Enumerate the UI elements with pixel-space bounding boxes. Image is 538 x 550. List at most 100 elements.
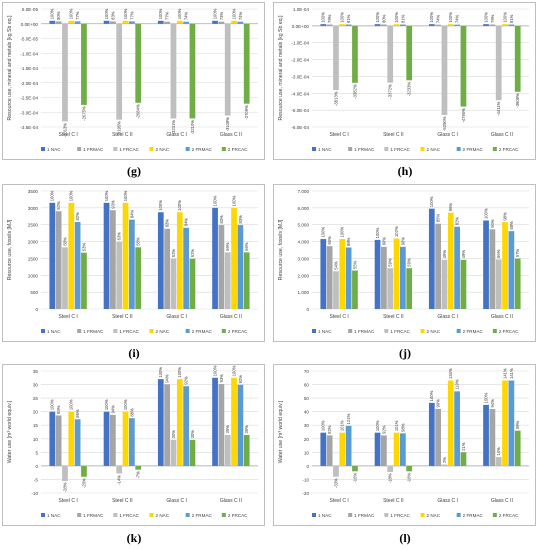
bar-1-frmac	[381, 246, 387, 309]
bar-1-frmac	[326, 435, 333, 466]
legend-label: 1 FRMAC	[354, 513, 375, 518]
legend-label: 2 FRCAC	[499, 147, 519, 152]
legend-swatch	[149, 329, 154, 333]
bar-1-frcac	[62, 247, 68, 309]
bar-2-nac	[447, 24, 454, 26]
legend-label: 1 FRMAC	[83, 513, 104, 518]
bar-1-nac	[320, 432, 327, 466]
bar-1-nac	[157, 212, 164, 309]
data-label: 59%	[388, 258, 393, 267]
bar-2-frmac	[454, 391, 460, 466]
data-label: 52%	[190, 249, 195, 258]
bar-2-frmac	[454, 226, 460, 309]
data-label: 90%	[436, 399, 441, 408]
y-tick-label: -2.0E-04	[20, 81, 38, 86]
category-label: Steel C II	[112, 314, 133, 320]
legend-swatch	[221, 513, 226, 517]
bar-1-nac	[103, 202, 110, 309]
bar-1-nac	[49, 20, 56, 24]
bar-2-frmac	[400, 246, 406, 309]
data-label: 83%	[238, 215, 243, 224]
legend-swatch	[348, 329, 353, 333]
data-label: 100%	[340, 227, 345, 238]
legend-swatch	[456, 329, 461, 333]
bar-1-nac	[157, 379, 164, 466]
data-label: 81%	[509, 14, 514, 23]
data-label: 100%	[483, 392, 488, 403]
bar-1-frmac	[489, 229, 496, 309]
legend-label: 2 FRCAC	[228, 513, 248, 518]
legend-label: 2 FRMAC	[192, 513, 213, 518]
bar-2-nac	[339, 432, 346, 466]
data-label: 56%	[496, 249, 501, 258]
legend-swatch	[456, 147, 461, 151]
data-label: 82%	[75, 212, 80, 221]
data-label: 92%	[381, 425, 386, 434]
y-tick-label: -1.0E-04	[20, 51, 38, 56]
bar-1-frmac	[489, 24, 496, 26]
data-label: 59%	[407, 258, 412, 267]
y-tick-label: 20	[33, 410, 39, 415]
y-tick-label: 15	[33, 423, 39, 428]
legend-label: 1 FRCAC	[390, 147, 410, 152]
bar-2-frcac	[189, 23, 196, 119]
chart-panel-h: 1.0E-04 0.0E+00 -1.0E-04 -2.0E-04 -3.0E-04 -4…	[273, 2, 536, 160]
bar-2-frcac	[243, 434, 250, 466]
bar-1-frmac	[435, 408, 441, 466]
bar-1-nac	[483, 404, 489, 466]
data-label: 80%	[381, 14, 386, 23]
subfigure-label-g: (g)	[127, 164, 141, 178]
bar-1-frmac	[164, 21, 170, 24]
bar-1-frcac	[116, 23, 123, 120]
bar-2-nac	[231, 20, 237, 24]
y-tick-label: 3.000	[298, 256, 310, 261]
bar-1-frmac	[55, 415, 62, 466]
bar-1-frmac	[110, 21, 116, 24]
data-label: 100%	[123, 399, 128, 410]
y-tick-label: -5.0E-05	[20, 37, 38, 42]
bar-2-frmac	[74, 222, 81, 309]
data-label: 100%	[375, 12, 380, 23]
y-tick-label: 0.0E+00	[21, 22, 39, 27]
data-label: 82%	[455, 217, 460, 226]
legend-swatch	[77, 329, 82, 333]
bar-2-frmac	[129, 418, 135, 466]
legend-swatch	[77, 513, 82, 517]
bar-2-frcac	[352, 270, 358, 309]
data-label: 84%	[129, 209, 134, 218]
data-label: -3813%	[333, 91, 338, 106]
data-label: 141%	[502, 368, 507, 379]
bar-2-frmac	[74, 21, 81, 24]
bar-1-frcac	[333, 25, 339, 91]
data-label: -3108%	[225, 117, 230, 132]
bar-1-frcac	[116, 241, 123, 309]
data-label: 100%	[429, 196, 434, 207]
data-label: 100%	[50, 399, 55, 410]
data-label: 100%	[123, 190, 128, 201]
y-tick-label: 0	[306, 464, 309, 469]
data-label: 100%	[231, 365, 236, 376]
y-axis-label: Resource use, fossils [MJ]	[7, 219, 13, 280]
data-label: 100%	[321, 12, 326, 23]
legend-swatch	[492, 513, 497, 517]
legend-label: 1 NAC	[318, 329, 332, 334]
data-label: 59%	[515, 420, 520, 429]
bar-2-frmac	[129, 21, 135, 24]
y-tick-label: 500	[30, 290, 38, 295]
data-label: -20%	[81, 478, 86, 488]
data-label: 54%	[333, 261, 338, 270]
data-label: -5290%	[442, 116, 447, 131]
data-label: 57%	[515, 248, 520, 257]
bar-1-nac	[428, 208, 435, 309]
data-label: 102%	[394, 226, 399, 237]
data-label: 58%	[136, 237, 141, 246]
data-label: -14%	[117, 475, 122, 485]
bar-1-frcac	[495, 25, 502, 101]
data-label: 100%	[50, 8, 55, 19]
category-label: Glass C I	[166, 314, 187, 320]
bar-2-frmac	[183, 227, 189, 309]
data-label: 93%	[219, 374, 224, 383]
data-label: 73%	[219, 12, 224, 21]
data-label: 2%	[442, 457, 447, 463]
bar-2-frcac	[352, 25, 358, 83]
